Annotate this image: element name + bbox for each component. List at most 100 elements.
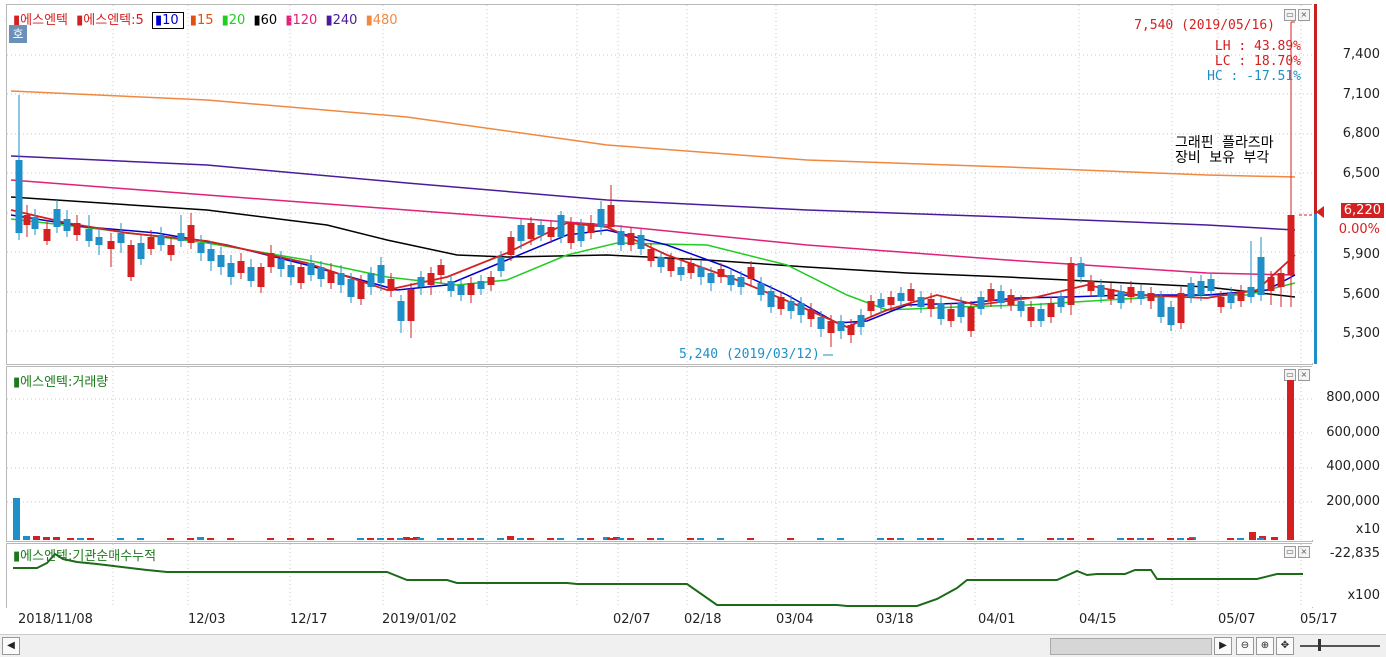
candle-body bbox=[838, 321, 845, 331]
candle-body bbox=[328, 271, 335, 283]
volume-bar bbox=[547, 538, 554, 540]
institution-line bbox=[13, 554, 1303, 606]
price-chart-pane[interactable]: ▮에스엔텍 ▮에스엔텍:5 ▮10 ▮15 ▮20 ▮60 ▮120 ▮240 … bbox=[6, 4, 1313, 365]
date-label: 2019/01/02 bbox=[382, 612, 457, 627]
candle-body bbox=[1098, 285, 1105, 297]
candle-body bbox=[1258, 257, 1265, 295]
candle-body bbox=[438, 265, 445, 275]
volume-bar bbox=[897, 538, 904, 540]
candle-body bbox=[368, 273, 375, 287]
volume-bar bbox=[1087, 538, 1094, 540]
candle-body bbox=[618, 231, 625, 245]
volume-bar bbox=[457, 538, 464, 540]
candle-body bbox=[158, 235, 165, 245]
candle-body bbox=[588, 223, 595, 233]
volume-tick: 200,000 bbox=[1326, 494, 1380, 509]
zoom-slider-handle[interactable] bbox=[1318, 639, 1321, 651]
candle-body bbox=[898, 293, 905, 301]
volume-bar bbox=[1127, 538, 1134, 540]
volume-bar bbox=[1167, 538, 1174, 540]
candle-body bbox=[428, 273, 435, 285]
candle-body bbox=[298, 267, 305, 283]
date-label: 02/18 bbox=[684, 612, 721, 627]
volume-bar bbox=[33, 536, 40, 540]
volume-bar bbox=[1271, 537, 1278, 540]
volume-chart-svg bbox=[7, 367, 1312, 541]
lc-annotation: LC : 18.70% bbox=[1215, 54, 1301, 69]
volume-bar bbox=[1067, 538, 1074, 540]
candle-body bbox=[798, 303, 805, 315]
candle-body bbox=[1248, 287, 1255, 297]
candle-body bbox=[24, 215, 31, 225]
candle-body bbox=[938, 303, 945, 319]
candle-body bbox=[668, 259, 675, 271]
volume-bar bbox=[697, 538, 704, 540]
candle-body bbox=[498, 257, 505, 271]
candle-body bbox=[558, 215, 565, 237]
candle-body bbox=[74, 223, 81, 235]
candle-body bbox=[1168, 307, 1175, 325]
hc-annotation: HC : -17.51% bbox=[1207, 69, 1301, 84]
volume-bar bbox=[987, 538, 994, 540]
price-tick: 5,300 bbox=[1343, 326, 1380, 341]
candle-body bbox=[828, 321, 835, 333]
candle-body bbox=[338, 273, 345, 285]
volume-bar bbox=[557, 538, 564, 540]
volume-bar bbox=[477, 538, 484, 540]
candle-body bbox=[1158, 297, 1165, 317]
candle-body bbox=[408, 289, 415, 321]
fit-icon[interactable]: ✥ bbox=[1276, 637, 1294, 655]
candle-body bbox=[1138, 291, 1145, 299]
candle-body bbox=[208, 249, 215, 261]
candle-body bbox=[358, 281, 365, 299]
candle-body bbox=[44, 229, 51, 241]
candle-body bbox=[518, 225, 525, 241]
volume-bar bbox=[267, 538, 274, 540]
candle-body bbox=[1208, 279, 1215, 291]
volume-bar bbox=[937, 538, 944, 540]
zoom-out-icon[interactable]: ⊖ bbox=[1236, 637, 1254, 655]
scroll-left-button[interactable]: ◀ bbox=[2, 637, 20, 655]
candle-body bbox=[86, 229, 93, 241]
horizontal-scrollbar[interactable]: ◀ ▶ ⊖ ⊕ ✥ bbox=[0, 634, 1386, 657]
candle-body bbox=[778, 297, 785, 309]
date-label: 02/07 bbox=[613, 612, 650, 627]
candle-body bbox=[458, 285, 465, 295]
price-tick: 5,900 bbox=[1343, 247, 1380, 262]
candle-body bbox=[1198, 281, 1205, 295]
scroll-thumb[interactable] bbox=[1050, 638, 1212, 655]
volume-bar bbox=[1227, 538, 1234, 540]
candle-body bbox=[448, 281, 455, 291]
candle-body bbox=[1228, 293, 1235, 303]
candle-body bbox=[268, 253, 275, 267]
volume-bar bbox=[877, 538, 884, 540]
candle-body bbox=[598, 209, 605, 227]
volume-multiplier: x10 bbox=[1356, 522, 1380, 537]
scroll-right-button[interactable]: ▶ bbox=[1214, 637, 1232, 655]
price-tick: 5,600 bbox=[1343, 287, 1380, 302]
candle-body bbox=[118, 233, 125, 243]
volume-bar bbox=[517, 538, 524, 540]
candle-body bbox=[508, 237, 515, 255]
institution-chart-pane[interactable]: ▮에스엔텍:기관순매수누적 ▭ × bbox=[6, 543, 1313, 609]
volume-bar bbox=[527, 538, 534, 540]
volume-bar bbox=[327, 538, 334, 540]
candle-body bbox=[748, 267, 755, 279]
candle-body bbox=[1008, 295, 1015, 305]
candle-body bbox=[738, 277, 745, 287]
zoom-in-icon[interactable]: ⊕ bbox=[1256, 637, 1274, 655]
candle-body bbox=[198, 243, 205, 253]
volume-bar bbox=[977, 538, 984, 540]
volume-bar bbox=[1237, 538, 1244, 540]
low-annotation: 5,240 (2019/03/12) bbox=[679, 347, 820, 362]
candle-body bbox=[1058, 297, 1065, 307]
candle-body bbox=[258, 267, 265, 287]
price-tick: 7,100 bbox=[1343, 87, 1380, 102]
candle-body bbox=[858, 315, 865, 327]
candle-body bbox=[318, 267, 325, 279]
zoom-slider[interactable] bbox=[1300, 645, 1380, 647]
candle-body bbox=[888, 297, 895, 305]
volume-bar bbox=[307, 538, 314, 540]
volume-bar bbox=[1187, 538, 1194, 540]
volume-chart-pane[interactable]: ▮에스엔텍:거래량 ▭ × bbox=[6, 366, 1313, 542]
